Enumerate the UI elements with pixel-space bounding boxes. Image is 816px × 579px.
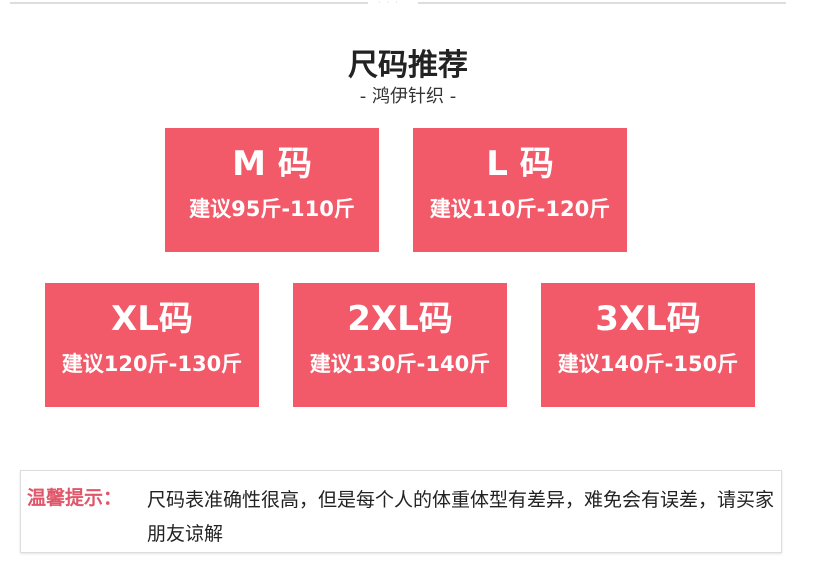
size-label: 2XL码 <box>347 299 453 339</box>
size-label: 3XL码 <box>595 299 701 339</box>
size-label: XL码 <box>111 299 193 339</box>
top-divider-right <box>418 2 786 4</box>
size-recommendation: 建议110斤-120斤 <box>429 197 611 221</box>
size-card-l: L 码 建议110斤-120斤 <box>413 128 627 252</box>
size-card-m: M 码 建议95斤-110斤 <box>165 128 379 252</box>
brand-subtitle: - 鸿伊针织 - <box>359 86 457 107</box>
size-recommendation: 建议95斤-110斤 <box>189 197 355 221</box>
notice-text: 尺码表准确性很高，但是每个人的体重体型有差异，难免会有误差，请买家朋友谅解 <box>147 489 775 545</box>
size-recommendation: 建议140斤-150斤 <box>557 352 739 376</box>
size-recommendation: 建议130斤-140斤 <box>309 352 491 376</box>
notice-label: 温馨提示： <box>27 487 123 509</box>
divider-ornament: ··· <box>378 0 404 7</box>
page-title: 尺码推荐 <box>348 48 468 83</box>
size-card-xl: XL码 建议120斤-130斤 <box>45 283 259 407</box>
notice-box: 温馨提示： 尺码表准确性很高，但是每个人的体重体型有差异，难免会有误差，请买家朋… <box>20 470 782 553</box>
size-label: L 码 <box>486 144 554 184</box>
size-recommendation: 建议120斤-130斤 <box>61 352 243 376</box>
size-card-3xl: 3XL码 建议140斤-150斤 <box>541 283 755 407</box>
size-card-2xl: 2XL码 建议130斤-140斤 <box>293 283 507 407</box>
top-divider-left <box>10 2 368 4</box>
size-label: M 码 <box>232 144 312 184</box>
